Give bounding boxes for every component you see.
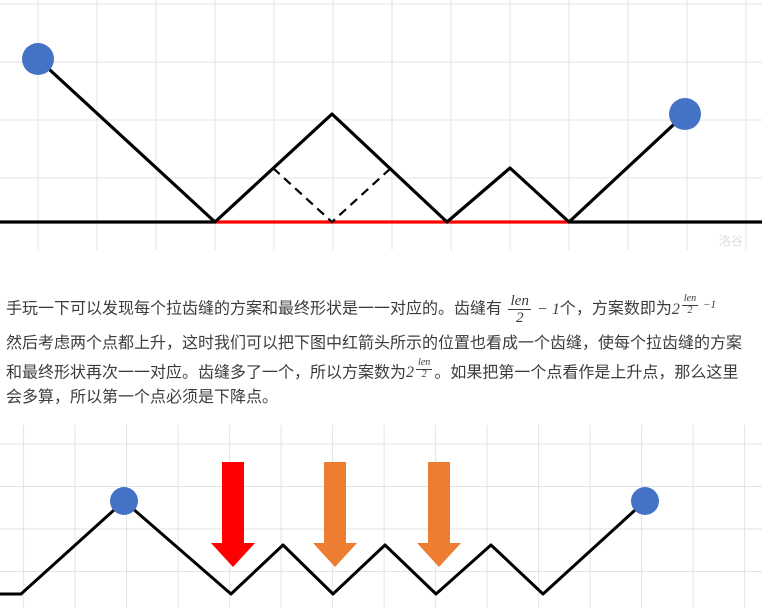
svg-text:洛谷: 洛谷 <box>719 233 743 248</box>
